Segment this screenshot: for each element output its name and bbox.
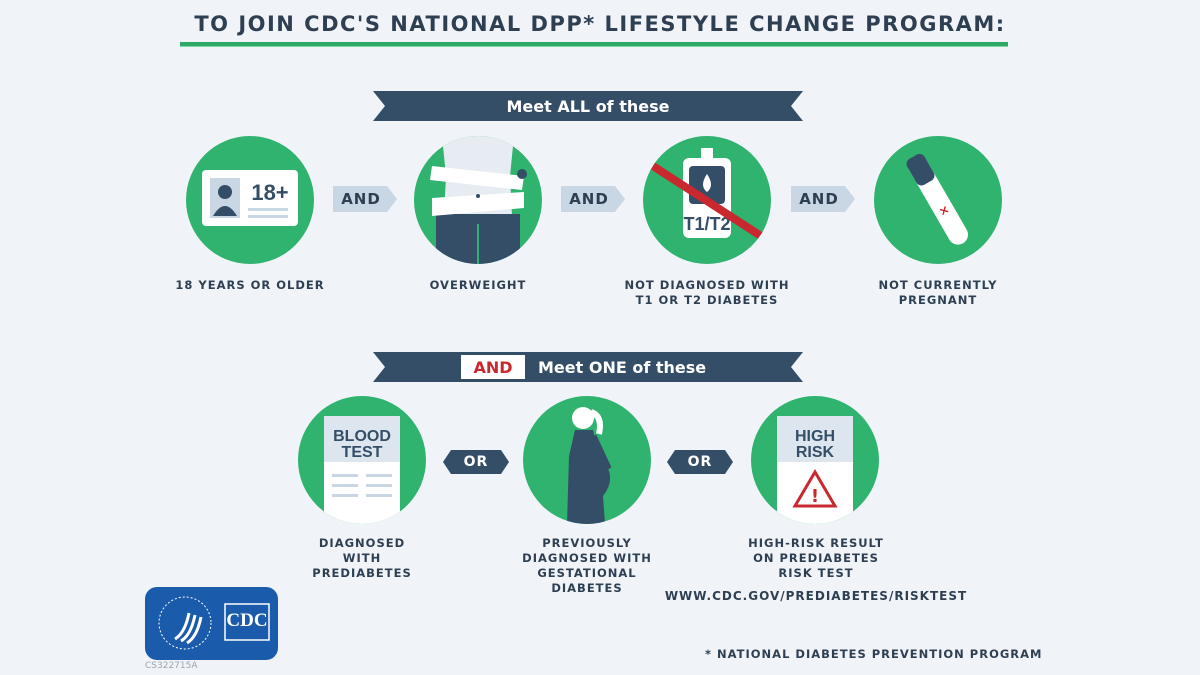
and-connector-2: AND (561, 186, 625, 212)
banner-meet-all: Meet ALL of these (373, 91, 803, 121)
svg-text:TEST: TEST (342, 444, 383, 461)
and-connector-3: AND (791, 186, 855, 212)
hhs-eagle-icon (158, 596, 270, 650)
pregnancy-test-negative-icon: × (874, 136, 1002, 264)
label-gestational: PREVIOUSLY DIAGNOSED WITH GESTATIONAL DI… (522, 536, 652, 595)
or-text: OR (463, 454, 489, 470)
label-prediabetes: DIAGNOSED WITH PREDIABETES (312, 536, 412, 580)
and-text: AND (569, 190, 609, 208)
footnote: * NATIONAL DIABETES PREVENTION PROGRAM (705, 647, 1043, 661)
svg-text:BLOOD: BLOOD (333, 428, 391, 445)
document-code: CS322715A (145, 661, 198, 671)
cdc-logo-text: CDC (226, 610, 268, 631)
svg-text:!: ! (811, 486, 819, 507)
blood-test-document-icon: BLOOD TEST (298, 396, 426, 524)
id-card-18-plus-icon: 18+ (186, 136, 314, 264)
t1-t2-text: T1/T2 (683, 214, 730, 234)
label-age: 18 YEARS OR OLDER (175, 278, 325, 292)
id-card-text: 18+ (251, 180, 288, 205)
cdc-logo: CDC (145, 587, 278, 660)
and-text: AND (341, 190, 381, 208)
and-connector-1: AND (333, 186, 397, 212)
banner-meet-all-text: Meet ALL of these (506, 97, 670, 116)
and-text: AND (799, 190, 839, 208)
label-not-diabetic: NOT DIAGNOSED WITH T1 OR T2 DIABETES (624, 278, 790, 307)
measuring-tape-waist-icon (414, 136, 542, 264)
and-prefix: AND (473, 358, 513, 377)
page-title: TO JOIN CDC'S NATIONAL DPP* LIFESTYLE CH… (194, 12, 1006, 36)
risk-test-url[interactable]: WWW.CDC.GOV/PREDIABETES/RISKTEST (664, 589, 968, 603)
svg-text:HIGH: HIGH (795, 428, 835, 445)
banner-meet-one-text: Meet ONE of these (538, 358, 707, 377)
label-overweight: OVERWEIGHT (429, 278, 527, 292)
or-text: OR (687, 454, 713, 470)
banner-meet-one: AND Meet ONE of these (373, 352, 803, 382)
pregnant-woman-icon (523, 396, 651, 524)
title-underline (180, 42, 1008, 47)
or-connector-2: OR (667, 450, 733, 474)
svg-text:RISK: RISK (796, 444, 835, 461)
glucose-meter-crossed-icon: T1/T2 (643, 136, 771, 264)
label-not-pregnant: NOT CURRENTLY PREGNANT (878, 278, 998, 307)
or-connector-1: OR (443, 450, 509, 474)
high-risk-document-icon: HIGH RISK ! (751, 396, 879, 524)
label-high-risk: HIGH-RISK RESULT ON PREDIABETES RISK TES… (748, 536, 884, 580)
